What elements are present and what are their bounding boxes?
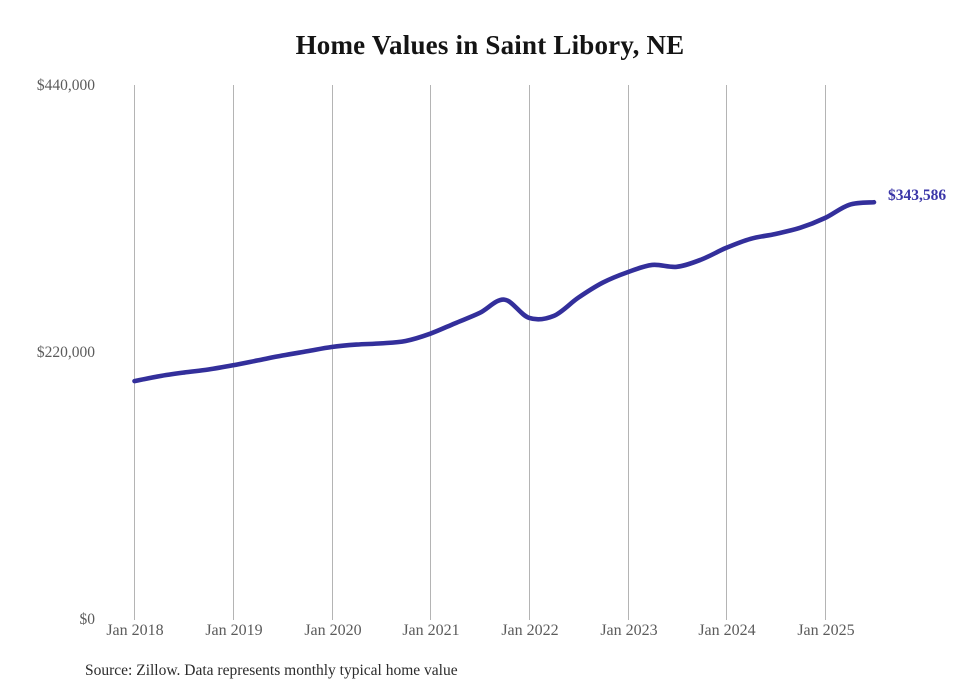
y-axis-tick-440000: $440,000 bbox=[36, 77, 95, 94]
source-note: Source: Zillow. Data represents monthly … bbox=[85, 662, 458, 679]
chart-canvas bbox=[132, 85, 877, 620]
x-axis-tick-jan-2022: Jan 2022 bbox=[501, 622, 559, 639]
x-axis-tick-jan-2021: Jan 2021 bbox=[402, 622, 460, 639]
series-line-typical-home-value bbox=[132, 199, 877, 384]
x-axis-tick-jan-2023: Jan 2023 bbox=[600, 622, 658, 639]
x-axis-tick-jan-2020: Jan 2020 bbox=[304, 622, 362, 639]
page-title: Home Values in Saint Libory, NE bbox=[295, 30, 685, 60]
end-value-label: $343,586 bbox=[888, 187, 947, 204]
y-axis-tick-220000: $220,000 bbox=[36, 344, 95, 361]
y-axis-tick-0: $0 bbox=[79, 611, 96, 628]
gridlines-group bbox=[134, 85, 826, 620]
x-axis-tick-jan-2024: Jan 2024 bbox=[698, 622, 756, 639]
x-axis-tick-jan-2018: Jan 2018 bbox=[106, 622, 164, 639]
x-axis-tick-jan-2019: Jan 2019 bbox=[205, 622, 263, 639]
plot-area: $440,000 $220,000 $0 Jan 2018 Jan 2019 J… bbox=[36, 77, 947, 639]
x-axis-tick-jan-2025: Jan 2025 bbox=[797, 622, 855, 639]
